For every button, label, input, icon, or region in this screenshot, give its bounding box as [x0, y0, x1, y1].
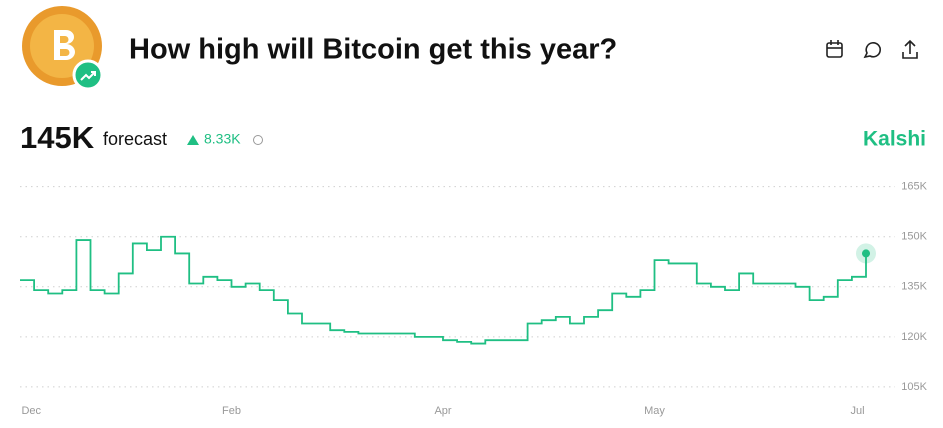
share-button[interactable] [902, 39, 918, 59]
title: How high will Bitcoin get this year? [129, 34, 617, 66]
brand: Kalshi [863, 128, 926, 151]
last-point [862, 249, 870, 258]
forecast-value: 145K [20, 120, 95, 155]
change-arrow [187, 135, 199, 145]
y-tick-label: 165K [901, 181, 927, 193]
change: 8.33K [204, 131, 241, 147]
y-tick-label: 120K [901, 331, 927, 343]
x-tick-label: Apr [434, 405, 451, 417]
x-tick-label: May [644, 405, 665, 417]
comment-button[interactable] [863, 42, 881, 59]
info-icon[interactable] [253, 135, 263, 145]
y-tick-label: 150K [901, 231, 927, 243]
forecast-label: forecast [103, 129, 167, 149]
calendar-button[interactable] [826, 40, 843, 58]
x-tick-label: Feb [222, 405, 241, 417]
y-tick-label: 105K [901, 381, 927, 393]
price-line [20, 235, 867, 345]
x-tick-label: Jul [851, 405, 865, 417]
bitcoin-icon [22, 6, 104, 91]
x-tick-label: Dec [21, 405, 41, 417]
y-tick-label: 135K [901, 281, 927, 293]
